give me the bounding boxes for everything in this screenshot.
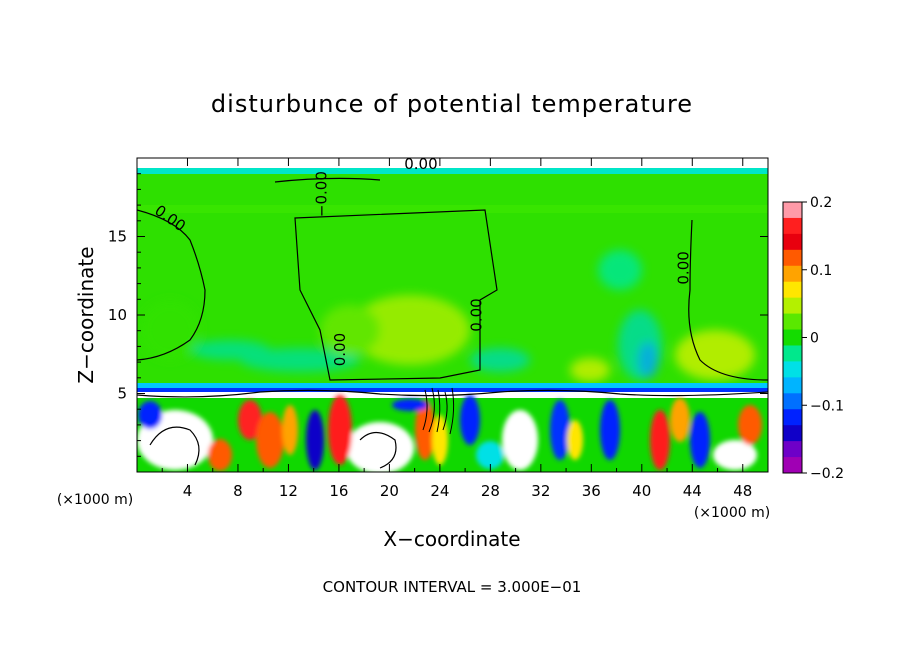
contour-label: 0.00	[468, 298, 486, 331]
colorbar-swatch	[783, 361, 802, 378]
x-tick-label: 32	[531, 482, 550, 500]
x-tick-label: 40	[632, 482, 651, 500]
contour-label: 0.00	[404, 155, 437, 173]
colorbar-tick-label: 0	[810, 331, 819, 347]
colorbar-swatch	[783, 202, 802, 219]
x-tick-label: 4	[183, 482, 193, 500]
colorbar-swatch	[783, 457, 802, 474]
colorbar-swatch	[783, 233, 802, 251]
contour-label: 0.00	[331, 333, 349, 366]
x-unit-left: (×1000 m)	[57, 492, 133, 508]
x-tick-label: 20	[380, 482, 399, 500]
contour-label: 0.00	[674, 251, 692, 284]
colorbar-tick-label: −0.1	[810, 398, 844, 414]
colorbar-swatch	[783, 393, 802, 410]
heatmap-field	[137, 158, 768, 472]
colorbar-tick-label: −0.2	[810, 466, 844, 482]
colorbar-swatch	[783, 265, 802, 283]
colorbar-swatch	[783, 409, 802, 426]
x-tick-label: 44	[683, 482, 702, 500]
contour-label: −0.00	[312, 171, 330, 217]
colorbar-swatch	[783, 249, 802, 267]
colorbar-swatch	[783, 345, 802, 362]
x-tick-label: 24	[430, 482, 449, 500]
colorbar-swatch	[783, 313, 802, 331]
contour-interval-note: CONTOUR INTERVAL = 3.000E−01	[323, 578, 582, 596]
y-tick-label: 5	[117, 385, 127, 403]
y-tick-label: 10	[108, 306, 127, 324]
x-tick-label: 12	[279, 482, 298, 500]
y-tick-label: 15	[108, 228, 127, 246]
x-tick-label: 8	[233, 482, 243, 500]
x-tick-label: 48	[733, 482, 752, 500]
colorbar-swatch	[783, 377, 802, 394]
x-axis-label: X−coordinate	[383, 527, 520, 551]
colorbar-swatch	[783, 441, 802, 458]
colorbar-tick-label: 0.2	[810, 195, 832, 211]
x-tick-label: 28	[481, 482, 500, 500]
colorbar-swatch	[783, 425, 802, 442]
chart-title: disturbunce of potential temperature	[211, 90, 693, 118]
colorbar-swatch	[783, 281, 802, 299]
x-tick-label: 36	[582, 482, 601, 500]
colorbar-swatch	[783, 217, 802, 235]
colorbar: 0.2 0.1 0 −0.1 −0.2	[782, 195, 844, 482]
x-unit-right: (×1000 m)	[694, 505, 770, 521]
colorbar-swatch	[783, 329, 802, 346]
y-axis-label: Z−coordinate	[74, 246, 98, 383]
colorbar-tick-label: 0.1	[810, 263, 832, 279]
zero-contours	[137, 177, 768, 469]
colorbar-swatch	[783, 297, 802, 315]
x-tick-label: 16	[329, 482, 348, 500]
